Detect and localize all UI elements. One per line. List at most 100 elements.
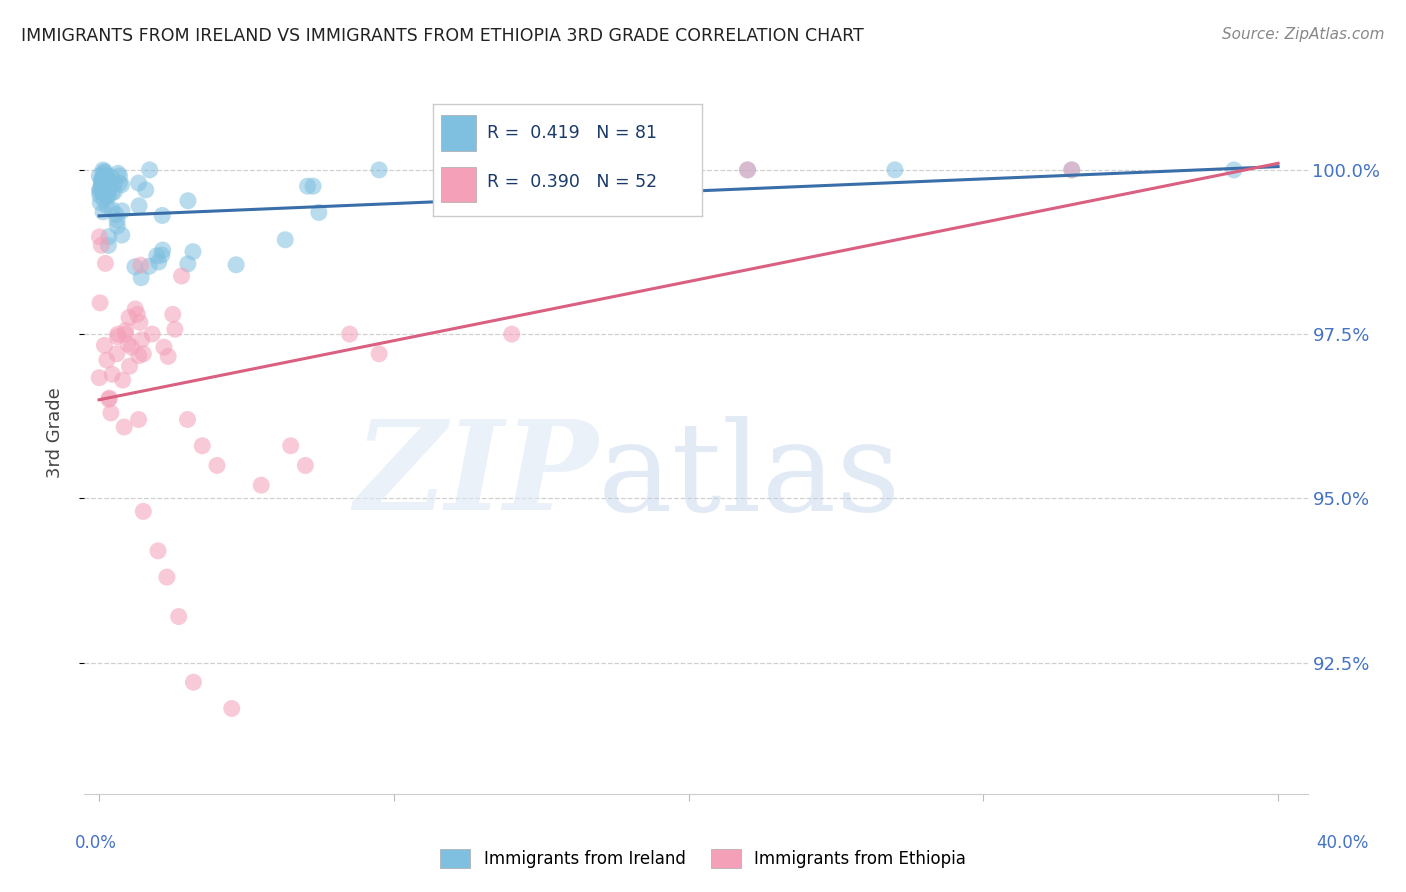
Text: IMMIGRANTS FROM IRELAND VS IMMIGRANTS FROM ETHIOPIA 3RD GRADE CORRELATION CHART: IMMIGRANTS FROM IRELAND VS IMMIGRANTS FR… bbox=[21, 27, 863, 45]
Point bbox=[127, 307, 149, 321]
Point bbox=[181, 244, 204, 259]
Point bbox=[157, 350, 180, 364]
Point bbox=[121, 340, 143, 354]
Point bbox=[150, 248, 173, 262]
Point bbox=[105, 347, 128, 361]
Point bbox=[89, 229, 111, 244]
Point bbox=[89, 188, 111, 202]
Point bbox=[112, 420, 135, 434]
Point bbox=[135, 183, 157, 197]
Point bbox=[91, 182, 114, 196]
Point bbox=[96, 180, 118, 194]
Point bbox=[89, 182, 111, 196]
Point bbox=[163, 322, 186, 336]
Point bbox=[91, 172, 114, 186]
Point bbox=[97, 392, 120, 407]
Point bbox=[128, 176, 150, 190]
Point bbox=[89, 195, 111, 210]
Point bbox=[191, 439, 214, 453]
Point bbox=[103, 177, 125, 191]
Point bbox=[94, 164, 117, 178]
Text: Source: ZipAtlas.com: Source: ZipAtlas.com bbox=[1222, 27, 1385, 42]
Point bbox=[96, 169, 118, 184]
Point bbox=[100, 169, 122, 184]
Point bbox=[107, 166, 129, 180]
Point bbox=[97, 238, 120, 252]
Point bbox=[93, 338, 115, 352]
Point bbox=[97, 229, 120, 244]
Point bbox=[152, 243, 174, 257]
Point bbox=[94, 177, 117, 191]
Point bbox=[302, 179, 325, 194]
Point bbox=[138, 162, 160, 177]
Point bbox=[110, 178, 132, 192]
Point bbox=[96, 183, 118, 197]
Point bbox=[167, 609, 190, 624]
Point bbox=[368, 347, 391, 361]
Point bbox=[98, 391, 121, 405]
Point bbox=[280, 439, 302, 453]
Point bbox=[124, 301, 146, 316]
Point bbox=[1060, 162, 1083, 177]
Point bbox=[93, 168, 115, 182]
Point bbox=[89, 185, 111, 199]
Point bbox=[91, 163, 114, 178]
Point bbox=[129, 270, 152, 285]
Point bbox=[619, 162, 641, 177]
Point bbox=[94, 176, 117, 190]
Point bbox=[138, 260, 160, 274]
Point bbox=[93, 177, 115, 191]
Point bbox=[93, 165, 115, 179]
Point bbox=[89, 296, 111, 310]
Point bbox=[225, 258, 247, 272]
Point bbox=[308, 205, 330, 219]
Point bbox=[131, 333, 153, 347]
Point bbox=[94, 178, 117, 193]
Point bbox=[117, 337, 139, 351]
Point bbox=[105, 213, 128, 227]
Text: 0.0%: 0.0% bbox=[75, 834, 117, 852]
Text: 40.0%: 40.0% bbox=[1316, 834, 1369, 852]
Point bbox=[176, 412, 198, 426]
Point bbox=[124, 260, 146, 274]
Point bbox=[97, 178, 120, 192]
Point bbox=[884, 162, 907, 177]
Point bbox=[170, 268, 193, 283]
Point bbox=[96, 353, 118, 368]
Point bbox=[107, 327, 129, 342]
Text: ZIP: ZIP bbox=[354, 415, 598, 537]
Point bbox=[89, 169, 111, 183]
Point bbox=[97, 187, 120, 202]
Point bbox=[94, 256, 117, 270]
Point bbox=[128, 412, 150, 426]
Point bbox=[97, 182, 120, 196]
Point bbox=[103, 185, 125, 199]
Point bbox=[91, 170, 114, 185]
Point bbox=[118, 359, 141, 374]
Point bbox=[94, 178, 117, 192]
Point bbox=[91, 205, 114, 219]
Point bbox=[111, 203, 134, 218]
Point bbox=[108, 176, 131, 190]
Point bbox=[1060, 162, 1083, 177]
Point bbox=[129, 258, 152, 272]
Point bbox=[90, 175, 112, 189]
Point bbox=[294, 458, 316, 473]
Point bbox=[111, 373, 134, 387]
Point bbox=[101, 186, 124, 201]
Point bbox=[111, 228, 134, 243]
Point bbox=[162, 307, 184, 321]
Point bbox=[153, 340, 176, 354]
Point bbox=[1223, 162, 1246, 177]
Y-axis label: 3rd Grade: 3rd Grade bbox=[45, 387, 63, 478]
Point bbox=[156, 570, 179, 584]
Point bbox=[98, 183, 121, 197]
Point bbox=[145, 249, 167, 263]
Point bbox=[148, 255, 170, 269]
Point bbox=[100, 406, 122, 420]
Point bbox=[90, 238, 112, 252]
Point bbox=[274, 233, 297, 247]
Point bbox=[105, 208, 128, 222]
Legend: Immigrants from Ireland, Immigrants from Ethiopia: Immigrants from Ireland, Immigrants from… bbox=[433, 842, 973, 875]
Point bbox=[118, 310, 141, 325]
